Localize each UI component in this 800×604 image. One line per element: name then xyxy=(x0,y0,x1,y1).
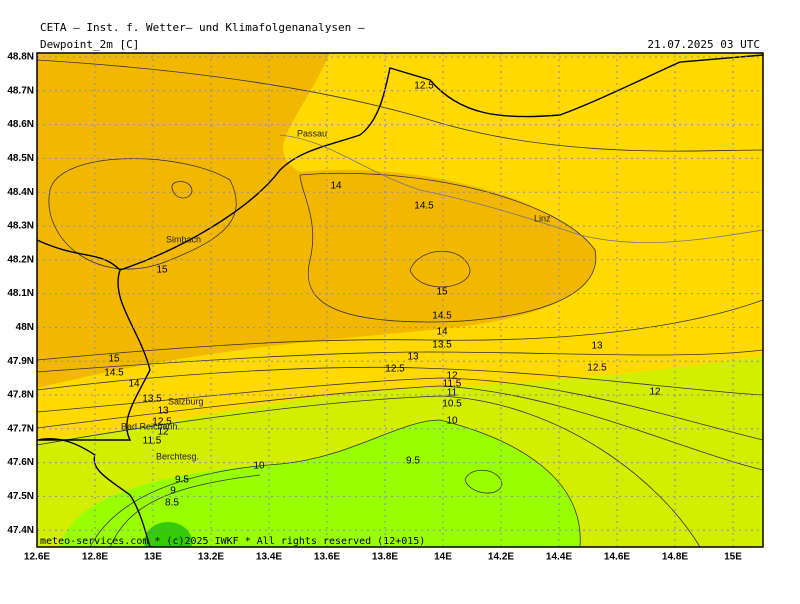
border xyxy=(119,54,763,271)
y-tick-label: 47.7N xyxy=(7,423,34,434)
contour-label: 9.5 xyxy=(175,475,189,486)
border xyxy=(37,239,151,441)
place-label: Salzburg xyxy=(168,396,204,406)
contour-label: 14.5 xyxy=(432,311,452,322)
place-label: Berchtesg. xyxy=(156,451,199,461)
x-tick-label: 13.6E xyxy=(314,552,340,563)
field-green xyxy=(60,420,581,547)
y-tick-label: 48.8N xyxy=(7,52,34,63)
x-tick-label: 13.4E xyxy=(256,552,282,563)
place-label: Linz xyxy=(534,213,551,223)
contour-label: 15 xyxy=(108,354,120,365)
contour-label: 11.5 xyxy=(143,436,162,447)
contour-label: 9.5 xyxy=(406,456,420,467)
timestamp: 21.07.2025 03 UTC xyxy=(647,38,760,51)
header-title: CETA — Inst. f. Wetter— und Klimafolgena… xyxy=(40,21,365,34)
y-tick-label: 47.6N xyxy=(7,457,34,468)
contour-label: 9 xyxy=(170,486,176,497)
x-tick-label: 14.8E xyxy=(662,552,688,563)
contour-label: 13.5 xyxy=(432,340,452,351)
x-tick-label: 13.8E xyxy=(372,552,398,563)
parameter: Dewpoint_2m [C] xyxy=(40,38,139,51)
field-darkgreen xyxy=(144,522,192,547)
map-area: Passau Linz Simbach Salzburg Bad Reichenh. Be… xyxy=(37,53,763,547)
river xyxy=(279,134,763,244)
border xyxy=(37,438,151,547)
contour-label: 13.5 xyxy=(142,394,162,405)
place-label: Passau xyxy=(297,128,327,138)
labels: Passau Linz Simbach Salzburg Bad Reichenh. Be… xyxy=(40,81,661,547)
contour-label: 14 xyxy=(330,181,342,192)
place-label: Bad Reichenh. xyxy=(121,421,180,431)
contour-label: 11 xyxy=(447,388,458,399)
footer: meteo-services.com * (c)2025 IWKF * All … xyxy=(40,536,425,547)
x-tick-label: 14.2E xyxy=(488,552,514,563)
y-tick-label: 48.6N xyxy=(7,119,34,130)
y-tick-label: 48.2N xyxy=(7,254,34,265)
y-tick-label: 48.5N xyxy=(7,153,34,164)
contour-label: 13 xyxy=(407,352,419,363)
grid xyxy=(37,53,763,547)
x-tick-label: 13E xyxy=(144,552,162,563)
contour-label: 11.5 xyxy=(443,379,462,390)
x-tick-label: 13.2E xyxy=(198,552,224,563)
x-tick-label: 14.6E xyxy=(604,552,630,563)
y-tick-label: 48.7N xyxy=(7,85,34,96)
contour-label: 14 xyxy=(128,379,140,390)
contour-label: 10 xyxy=(253,461,265,472)
contour-label: 14.5 xyxy=(414,201,434,212)
y-tick-label: 48.4N xyxy=(7,187,34,198)
y-tick-label: 48.3N xyxy=(7,221,34,232)
contour-label: 12 xyxy=(157,427,169,438)
y-tick-label: 47.9N xyxy=(7,356,34,367)
contour-label: 13 xyxy=(591,341,603,352)
contour-label: 12.5 xyxy=(152,417,172,428)
x-tick-label: 12.6E xyxy=(24,552,50,563)
place-label: Simbach xyxy=(166,234,201,244)
contour-label: 14 xyxy=(436,327,448,338)
contour-label: 10 xyxy=(446,416,458,427)
contour-label: 14.5 xyxy=(104,368,124,379)
contour-label: 12 xyxy=(446,371,458,382)
x-tick-label: 15E xyxy=(724,552,742,563)
contour-label: 12.5 xyxy=(587,363,607,374)
x-tick-label: 14.4E xyxy=(546,552,572,563)
contour-label: 12.5 xyxy=(414,81,434,92)
y-tick-label: 48N xyxy=(16,322,34,333)
contour-label: 10.5 xyxy=(442,399,462,410)
contour-label: 12.5 xyxy=(385,364,405,375)
map-frame xyxy=(36,52,764,548)
contours xyxy=(37,59,763,547)
contour-label: 15 xyxy=(436,287,448,298)
y-tick-label: 47.8N xyxy=(7,390,34,401)
y-tick-label: 48.1N xyxy=(7,288,34,299)
contour-label: 12 xyxy=(649,387,661,398)
field-orange xyxy=(37,53,596,388)
contour-label: 13 xyxy=(157,406,169,417)
contour-label: 8.5 xyxy=(165,498,179,509)
ticks: 12.6E 12.8E 13E 13.2E 13.4E 13.6E 13.8E 14E 14.2… xyxy=(7,52,742,563)
x-tick-label: 12.8E xyxy=(82,552,108,563)
y-tick-label: 47.5N xyxy=(7,491,34,502)
x-tick-label: 14E xyxy=(434,552,452,563)
contour-label: 15 xyxy=(156,265,168,276)
y-tick-label: 47.4N xyxy=(7,525,34,536)
